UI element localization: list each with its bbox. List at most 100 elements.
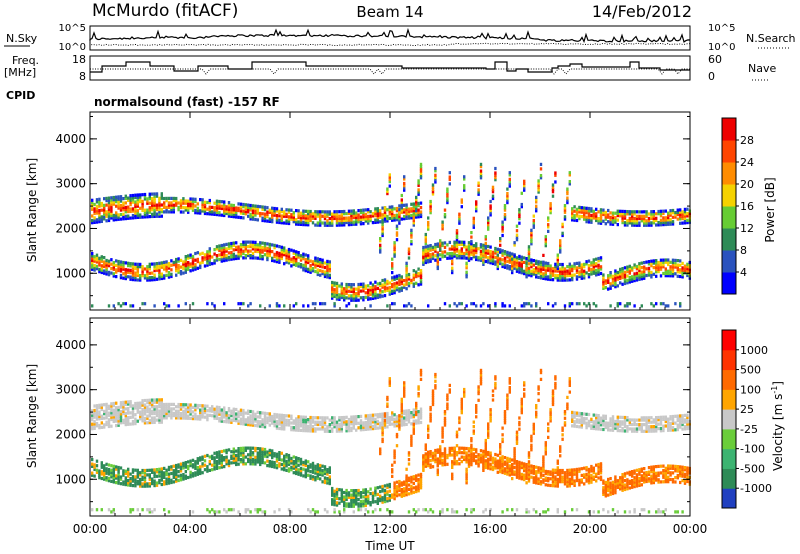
range-time-cell	[530, 237, 533, 241]
range-time-cell	[376, 413, 379, 417]
range-time-cell	[429, 204, 432, 208]
range-time-cell	[314, 429, 317, 433]
range-time-cell	[175, 201, 178, 205]
range-time-cell	[434, 169, 437, 173]
range-time-cell	[417, 213, 420, 217]
range-time-cell	[208, 247, 211, 251]
range-time-cell	[155, 414, 159, 418]
range-time-cell	[119, 217, 123, 221]
range-time-cell	[439, 248, 442, 252]
range-time-cell	[362, 488, 365, 492]
range-time-cell	[511, 271, 514, 275]
range-time-cell	[431, 252, 435, 256]
range-time-cell	[350, 296, 353, 300]
range-time-cell	[616, 270, 619, 275]
range-time-cell	[280, 420, 283, 424]
range-time-cell	[302, 223, 305, 227]
range-time-cell	[355, 419, 358, 423]
range-time-cell	[283, 454, 286, 458]
nave-tick-bottom: 0	[708, 70, 715, 83]
range-time-cell	[350, 422, 353, 426]
range-time-cell	[575, 214, 579, 218]
range-time-cell	[446, 196, 449, 200]
range-time-cell	[676, 217, 679, 221]
range-time-cell	[189, 407, 192, 412]
range-time-cell	[117, 417, 120, 421]
range-time-cell	[393, 492, 396, 496]
range-time-cell	[643, 267, 646, 271]
range-time-cell	[551, 194, 555, 198]
range-time-cell	[489, 250, 492, 254]
range-time-cell	[271, 243, 274, 247]
range-time-cell	[249, 418, 252, 422]
range-time-cell	[328, 475, 331, 479]
range-time-cell	[429, 248, 432, 252]
range-time-cell	[542, 276, 545, 280]
range-time-cell	[307, 221, 310, 225]
range-time-cell	[633, 216, 636, 221]
range-time-cell	[643, 214, 646, 218]
range-time-cell	[621, 282, 624, 286]
range-time-cell	[307, 218, 310, 222]
range-time-cell	[170, 411, 173, 415]
range-time-cell	[530, 262, 533, 267]
range-time-cell	[139, 278, 142, 282]
range-time-cell	[451, 254, 454, 258]
range-time-cell	[446, 187, 449, 191]
range-time-cell	[455, 238, 459, 242]
range-time-cell	[381, 423, 384, 427]
range-time-cell	[669, 218, 672, 222]
range-time-cell	[487, 218, 490, 222]
range-time-cell	[151, 192, 154, 196]
range-time-cell	[321, 473, 324, 477]
range-time-cell	[232, 449, 235, 453]
range-time-cell	[105, 407, 108, 411]
range-time-cell	[239, 302, 243, 306]
velocity-data-layer	[91, 368, 691, 514]
range-time-cell	[674, 272, 677, 276]
range-time-cell	[170, 409, 173, 413]
range-time-cell	[191, 202, 195, 206]
range-time-cell	[314, 427, 317, 431]
range-time-cell	[163, 411, 166, 415]
range-time-cell	[626, 278, 629, 283]
range-time-cell	[647, 221, 651, 225]
range-time-cell	[314, 464, 317, 468]
range-time-cell	[292, 459, 295, 464]
range-time-cell	[352, 296, 355, 300]
range-time-cell	[148, 267, 151, 271]
range-time-cell	[681, 261, 684, 265]
range-time-cell	[355, 220, 358, 224]
range-time-cell	[319, 223, 322, 227]
range-time-cell	[191, 410, 195, 414]
range-time-cell	[134, 264, 137, 268]
range-time-cell	[191, 463, 195, 467]
range-time-cell	[647, 219, 651, 223]
range-time-cell	[119, 264, 123, 269]
range-time-cell	[491, 255, 495, 259]
range-time-cell	[105, 203, 108, 207]
range-time-cell	[275, 457, 279, 461]
range-time-cell	[323, 478, 327, 482]
range-time-cell	[398, 482, 401, 486]
range-time-cell	[309, 418, 312, 422]
range-time-cell	[256, 207, 259, 211]
range-time-cell	[261, 257, 264, 261]
range-time-cell	[405, 416, 408, 420]
range-time-cell	[621, 218, 624, 222]
range-time-cell	[175, 466, 178, 470]
range-time-cell	[595, 216, 598, 220]
range-time-cell	[410, 443, 413, 447]
range-time-cell	[664, 304, 667, 308]
range-time-cell	[141, 193, 144, 197]
range-time-cell	[419, 486, 423, 490]
range-time-cell	[463, 254, 466, 258]
range-time-cell	[323, 469, 327, 473]
range-time-cell	[364, 416, 367, 420]
range-time-cell	[194, 263, 197, 267]
range-time-cell	[184, 257, 187, 261]
range-time-cell	[539, 269, 543, 273]
range-time-cell	[182, 267, 185, 271]
range-time-cell	[131, 406, 135, 410]
range-time-cell	[165, 269, 168, 273]
